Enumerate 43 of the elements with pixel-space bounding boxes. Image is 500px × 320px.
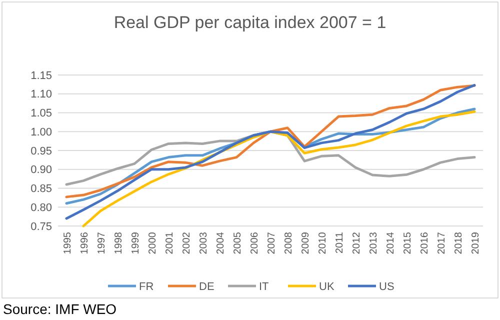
x-tick-label: 2000 [148, 232, 158, 254]
x-tick-label: 2019 [470, 232, 482, 254]
x-tick-label: 2006 [250, 232, 260, 254]
x-tick-label: 2001 [164, 232, 176, 254]
x-tick-label: 1997 [96, 232, 108, 254]
legend-label: US [379, 280, 394, 293]
x-tick-label: 2009 [300, 232, 312, 254]
y-tick-label: 1.00 [30, 126, 52, 138]
legend-label: DE [199, 280, 214, 293]
y-tick-label: 1.15 [30, 70, 52, 82]
y-tick-label: 1.10 [30, 88, 52, 101]
x-tick-label: 1995 [62, 232, 74, 254]
x-tick-label: 2005 [232, 232, 244, 254]
x-tick-label: 2003 [198, 232, 210, 254]
x-tick-label: 2015 [402, 232, 414, 254]
x-tick-label: 1999 [130, 232, 142, 254]
legend-label: UK [319, 280, 335, 293]
chart-title: Real GDP per capita index 2007 = 1 [114, 13, 386, 32]
x-tick-label: 2011 [334, 232, 346, 254]
x-tick-label: 2012 [352, 232, 362, 254]
x-tick-label: 2016 [420, 232, 430, 254]
x-tick-label: 1998 [114, 232, 124, 254]
y-tick-label: 0.95 [30, 145, 52, 158]
legend-label: FR [139, 280, 154, 293]
x-tick-label: 2004 [216, 232, 226, 254]
x-tick-label: 2002 [182, 232, 192, 254]
line-series [65, 84, 476, 198]
x-tick-label: 2007 [266, 232, 278, 254]
y-tick-label: 0.75 [30, 220, 52, 233]
legend-label: IT [259, 280, 270, 293]
y-tick-label: 0.80 [30, 202, 52, 214]
y-tick-label: 1.05 [30, 108, 52, 120]
y-tick-label: 0.85 [30, 183, 52, 196]
line-series [65, 84, 476, 220]
x-tick-label: 2010 [318, 232, 328, 254]
x-tick-label: 2013 [368, 232, 380, 254]
x-tick-label: 2008 [284, 232, 294, 254]
y-tick-label: 0.90 [30, 164, 52, 176]
source-note: Source: IMF WEO [3, 301, 117, 317]
x-tick-label: 2017 [436, 232, 448, 254]
x-tick-label: 2018 [454, 232, 464, 254]
x-tick-label: 2014 [386, 232, 396, 254]
x-tick-label: 1996 [80, 232, 90, 254]
